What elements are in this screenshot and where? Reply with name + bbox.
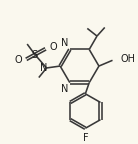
Text: O: O [49, 42, 57, 52]
Text: N: N [40, 64, 47, 73]
Text: F: F [83, 133, 88, 143]
Text: OH: OH [120, 54, 135, 64]
Text: N: N [62, 38, 69, 48]
Text: N: N [62, 84, 69, 94]
Text: S: S [32, 50, 38, 60]
Text: O: O [15, 55, 22, 65]
